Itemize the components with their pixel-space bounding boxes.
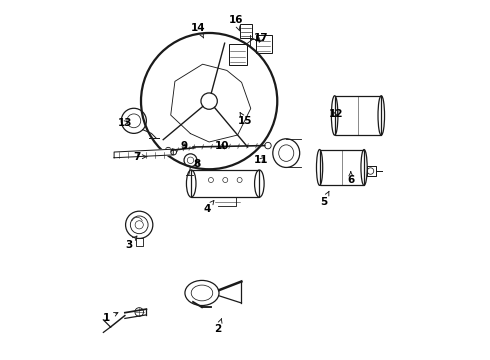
Text: 7: 7	[134, 152, 147, 162]
Text: 1: 1	[103, 312, 118, 323]
Text: 10: 10	[215, 141, 229, 151]
Text: 9: 9	[180, 141, 188, 151]
Text: 6: 6	[347, 172, 354, 185]
Bar	[256, 35, 272, 53]
Bar	[191, 170, 259, 197]
Bar	[335, 96, 381, 135]
Text: 12: 12	[329, 109, 343, 119]
Text: 15: 15	[238, 113, 252, 126]
Text: 8: 8	[193, 159, 200, 169]
Text: 16: 16	[229, 15, 243, 31]
Text: 5: 5	[320, 191, 329, 207]
Text: 14: 14	[191, 23, 206, 38]
Polygon shape	[114, 149, 173, 158]
Bar	[229, 44, 247, 65]
Text: 3: 3	[125, 236, 137, 249]
Text: 17: 17	[254, 33, 269, 43]
Text: 11: 11	[254, 155, 269, 165]
Text: 13: 13	[118, 118, 132, 128]
Text: 2: 2	[215, 318, 222, 334]
Bar	[319, 149, 364, 185]
Text: 4: 4	[204, 201, 214, 214]
Bar	[240, 24, 252, 39]
